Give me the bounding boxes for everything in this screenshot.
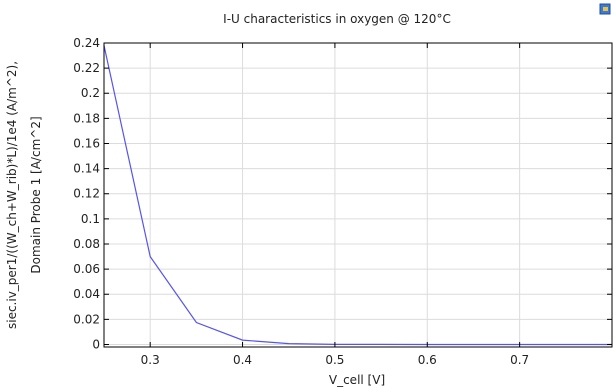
y-tick-label: 0.2 [81,86,100,100]
y-tick-label: 0.02 [73,312,100,326]
y-tick-label: 0.16 [73,136,100,150]
series-line [103,45,612,346]
y-tick-label: 0.12 [73,187,100,201]
y-tick-label: 0.08 [73,237,100,251]
x-tick-label: 0.4 [233,353,252,367]
y-tick-label: 0.04 [73,287,100,301]
x-tick-label: 0.6 [418,353,437,367]
x-tick-label: 0.7 [510,353,529,367]
series-layer [103,45,612,346]
y-tick-label: 0.24 [73,36,100,50]
ticks [104,42,612,347]
x-tick-label: 0.5 [325,353,344,367]
y-tick-label: 0.06 [73,262,100,276]
window-icon[interactable] [599,3,611,15]
y-axis-label-line-1: siec.iv_per1/((W_ch+W_rib)*L)/1e4 (A/m^2… [5,61,19,329]
y-tick-label: 0.18 [73,111,100,125]
plot-frame [103,42,613,348]
x-axis-label: V_cell [V] [329,373,385,387]
chart-title: I-U characteristics in oxygen @ 120°C [223,12,451,26]
y-tick-label: 0.14 [73,162,100,176]
y-axis-label-line-2: Domain Probe 1 [A/cm^2] [29,116,43,273]
y-tick-labels: 0 0.02 0.04 0.06 0.08 0.1 0.12 0.14 0.16 0.18 0.2 0… [73,36,100,351]
y-tick-label: 0.1 [81,212,100,226]
x-tick-labels: 0.3 0.4 0.5 0.6 0.7 [141,353,530,367]
x-tick-label: 0.3 [141,353,160,367]
y-tick-label: 0 [92,337,100,351]
grid [104,42,612,347]
y-tick-label: 0.22 [73,61,100,75]
